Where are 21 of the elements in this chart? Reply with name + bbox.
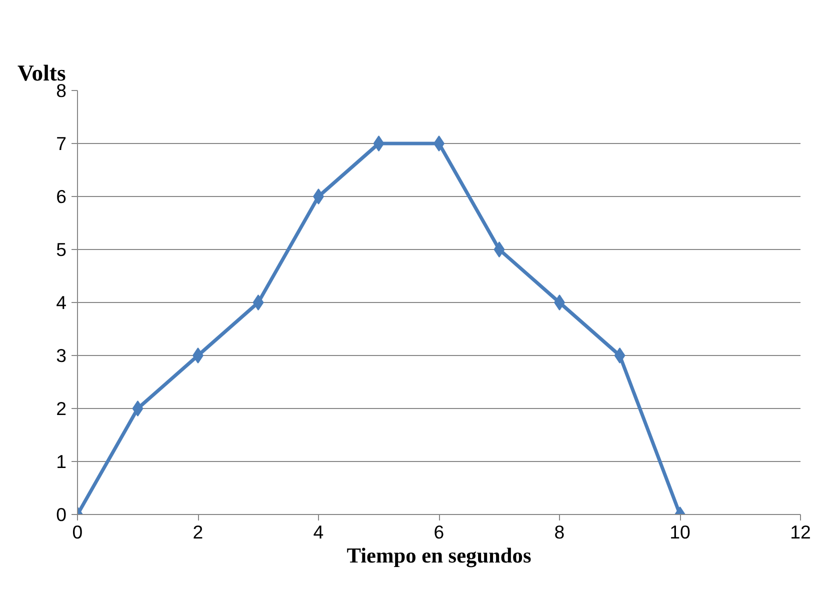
point xyxy=(614,348,626,364)
point xyxy=(373,136,384,152)
x-tick-label: 2 xyxy=(192,522,204,542)
x-tick-label: 6 xyxy=(434,522,444,542)
y-tick-label: 1 xyxy=(56,451,67,472)
x-tick-label: 10 xyxy=(670,522,690,542)
point xyxy=(252,294,264,310)
y-tick-label: 6 xyxy=(56,186,67,207)
y-tick-label: 4 xyxy=(56,292,67,313)
point xyxy=(132,400,144,416)
x-axis-title: Tiempo en segundos xyxy=(346,544,532,568)
x-tick-label: 8 xyxy=(554,522,565,542)
y-tick-label: 3 xyxy=(56,345,67,366)
y-tick-label: 0 xyxy=(56,504,67,525)
x-tick-label: 0 xyxy=(72,522,83,542)
point xyxy=(494,242,505,258)
y-tick-label: 2 xyxy=(56,398,67,419)
y-tick-label: 5 xyxy=(56,239,67,260)
x-tick-label: 12 xyxy=(790,522,811,542)
x-tick-label: 4 xyxy=(313,522,324,542)
y-tick-label: 7 xyxy=(56,133,67,154)
